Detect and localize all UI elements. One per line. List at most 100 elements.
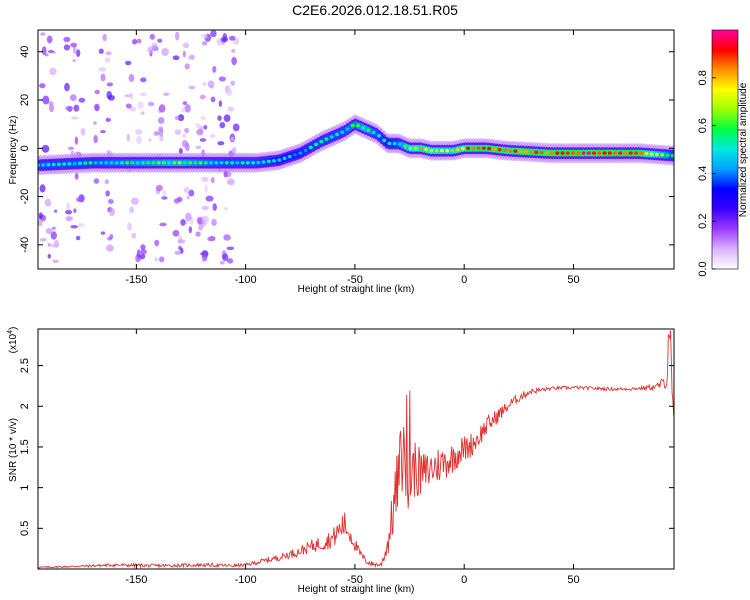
spectrogram-peak-cell — [450, 149, 455, 153]
spectrogram-speckle — [100, 231, 106, 235]
spectrogram-speckle — [98, 48, 104, 55]
spectrogram-speckle — [104, 179, 109, 185]
spectrogram-speckle — [195, 145, 202, 150]
spectrogram-speckle — [65, 209, 73, 215]
x-tick-label: 50 — [567, 574, 579, 586]
spectrogram-speckle — [205, 195, 214, 202]
spectrogram-peak-cell — [602, 151, 607, 155]
spectrogram-peak-cell — [151, 161, 156, 165]
spectrogram-speckle — [211, 218, 217, 227]
spectrogram-peak-cell — [293, 153, 298, 157]
snr-scale-label: (x104) — [7, 327, 19, 354]
spectrogram-speckle — [102, 33, 107, 42]
spectrogram-speckle — [158, 104, 166, 113]
x-tick-label: -150 — [125, 574, 147, 586]
spectrogram-peak-cell — [177, 161, 182, 165]
spectrogram-peak-cell — [639, 151, 644, 155]
spectrogram-peak-cell — [361, 126, 366, 130]
spectrogram-peak-cell — [266, 159, 271, 164]
spectrogram-speckle — [217, 115, 222, 121]
snr-ticks: -150 -100 -50 0 50 0.5 1 1.5 2 2.5 — [19, 329, 674, 586]
spectrogram-speckle — [231, 146, 237, 155]
spectrogram-speckle — [41, 144, 50, 153]
spectrogram-speckle — [200, 115, 206, 121]
colorbar-label: Normalized spectral amplitude — [738, 82, 749, 217]
spectrogram-speckle — [128, 73, 135, 83]
spectrogram-peak-cell — [130, 161, 135, 165]
spectrogram-peak-cell — [560, 151, 565, 155]
spectrogram-speckle — [139, 92, 147, 97]
spectrogram-peak-cell — [518, 149, 523, 154]
spectrogram-speckle — [67, 146, 75, 151]
chart-title: C2E6.2026.012.18.51.R05 — [292, 2, 458, 18]
spectrogram-speckle — [73, 104, 80, 112]
spectrogram-speckle — [93, 178, 100, 184]
spectrogram-peak-cell — [607, 151, 612, 155]
spectrogram-speckle — [39, 83, 46, 89]
spectrogram-speckle — [45, 227, 54, 235]
snr-frame — [37, 328, 675, 570]
spectrogram-peak-cell — [534, 150, 539, 154]
spectrogram-peak-cell — [93, 161, 98, 165]
spectrogram-speckle — [71, 116, 79, 120]
spectrogram-speckle — [154, 257, 159, 262]
spectrogram-xlabel: Height of straight line (km) — [298, 284, 415, 295]
colorbar-tick-label: 0.8 — [697, 70, 709, 85]
colorbar-ticks: 0.0 0.2 0.4 0.6 0.8 — [697, 70, 716, 277]
spectrogram-peak-cell — [434, 149, 439, 153]
spectrogram-speckle — [227, 106, 235, 112]
spectrogram-peak-cell — [392, 141, 397, 146]
colorbar-tick-label: 0.6 — [697, 118, 709, 133]
spectrogram-speckle — [210, 30, 217, 38]
spectrogram-speckle — [210, 177, 215, 184]
spectrogram-peak-cell — [424, 147, 429, 152]
spectrogram-speckle — [109, 207, 115, 217]
spectrogram-peak-cell — [256, 160, 261, 165]
spectrogram-peak-cell — [125, 161, 130, 165]
spectrogram-speckle — [65, 105, 74, 111]
colorbar: 0.0 0.2 0.4 0.6 0.8 Normalized spectral ampl… — [697, 29, 749, 277]
spectrogram-speckle — [201, 205, 209, 211]
spectrogram-peak-cell — [355, 123, 360, 128]
spectrogram-peak-cell — [135, 161, 140, 165]
spectrogram-peak-cell — [172, 161, 177, 165]
spectrogram-speckle — [195, 231, 201, 237]
spectrogram-peak-cell — [146, 161, 151, 165]
spectrogram-speckle — [218, 100, 223, 108]
spectrogram-speckle — [226, 246, 235, 251]
spectrogram-speckle — [202, 82, 207, 86]
colorbar-tick-label: 0.2 — [697, 214, 709, 229]
spectrogram-peak-cell — [230, 161, 235, 165]
spectrogram-speckle — [181, 107, 186, 113]
spectrogram-speckle — [78, 97, 86, 103]
spectrogram-speckle — [151, 42, 158, 49]
spectrogram-speckle — [182, 133, 187, 139]
spectrogram-speckle — [47, 253, 51, 259]
y-tick-label: 0 — [19, 145, 31, 151]
spectrogram-peak-cell — [319, 139, 324, 144]
spectrogram-peak-cell — [214, 161, 219, 165]
spectrogram-speckle — [207, 80, 215, 88]
spectrogram-speckle — [64, 82, 70, 92]
spectrogram-peak-cell — [167, 161, 172, 165]
spectrogram-peak-cell — [413, 146, 418, 150]
spectrogram-peak-cell — [644, 151, 649, 156]
spectrogram-speckle — [200, 252, 208, 256]
spectrogram-speckle — [93, 134, 98, 144]
spectrogram-speckle — [224, 206, 228, 211]
spectrogram-peak-cell — [287, 154, 292, 159]
spectrogram-speckle — [93, 121, 97, 125]
colorbar-gradient — [711, 29, 739, 270]
spectrogram-speckle — [100, 130, 106, 134]
spectrogram-speckle — [177, 239, 186, 244]
spectrogram-speckle — [157, 38, 163, 43]
spectrogram-peak-cell — [550, 151, 555, 155]
spectrogram-speckle — [127, 222, 133, 231]
spectrogram-speckle — [201, 176, 209, 182]
spectrogram-speckle — [48, 103, 55, 113]
spectrogram-speckle — [125, 60, 132, 66]
spectrogram-speckle — [109, 233, 114, 240]
spectrogram-speckle — [184, 142, 190, 152]
spectrogram-speckle — [178, 148, 183, 155]
spectrogram-peak-cell — [193, 161, 198, 165]
